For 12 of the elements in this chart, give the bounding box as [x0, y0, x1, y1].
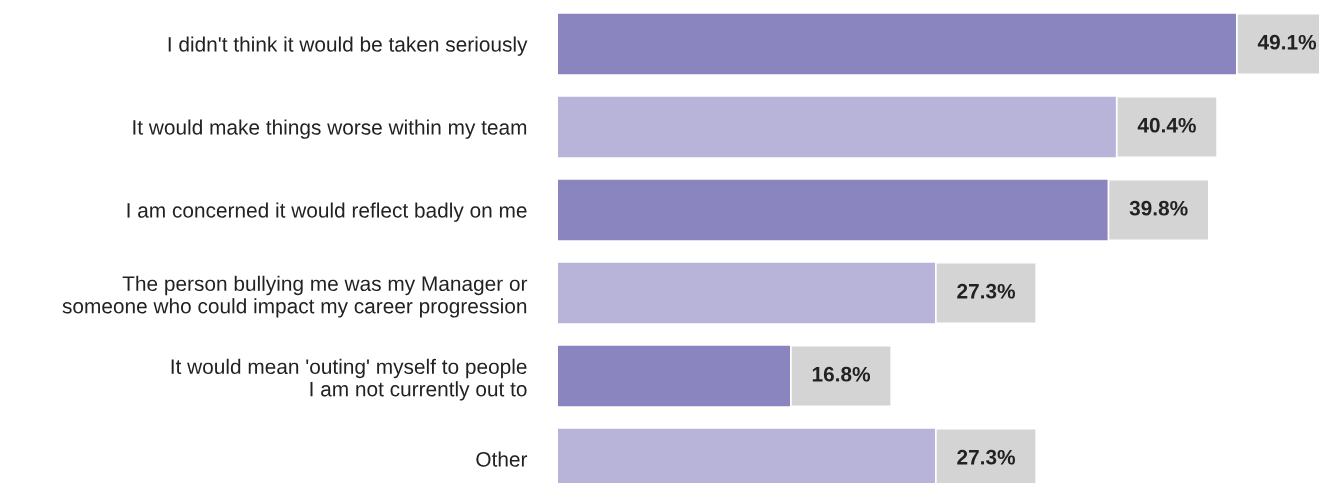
data-label: 27.3% — [957, 283, 1016, 299]
data-label: 27.3% — [957, 449, 1016, 465]
y-tick-label: I am concerned it would reflect badly on me — [127, 202, 527, 222]
data-label: 16.8% — [812, 366, 871, 382]
y-tick-label: It would mean 'outing' myself to people I am not currently out to — [171, 358, 527, 401]
y-tick-label: It would make things worse within my team — [133, 119, 527, 139]
y-tick-label: The person bullying me was my Manager or someone who could impact my career progression — [62, 275, 528, 318]
data-label: 49.1% — [1257, 34, 1317, 50]
y-tick-label: Other — [476, 451, 528, 467]
y-tick-label: I didn't think it would be taken seriously — [168, 36, 528, 56]
data-label: 39.8% — [1129, 200, 1188, 216]
data-label: 40.4% — [1137, 117, 1196, 133]
